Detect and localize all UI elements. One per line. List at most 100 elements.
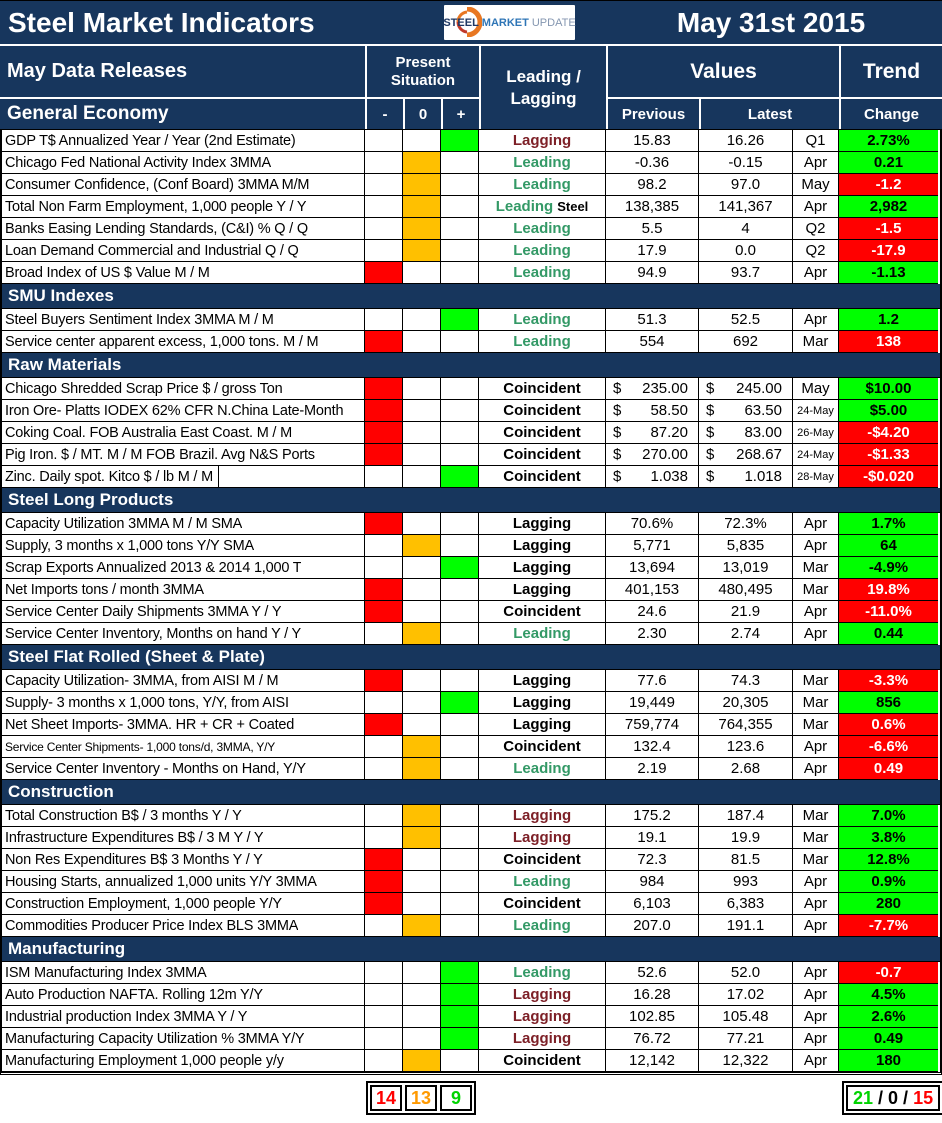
previous-value: 132.4 — [633, 738, 671, 755]
indicator-label: Service Center Shipments- 1,000 tons/d, … — [2, 736, 365, 758]
indicator-type-cell: Coincident — [479, 378, 606, 400]
latest-value: 1.018 — [744, 468, 782, 485]
latest-value: 72.3% — [724, 515, 767, 532]
latest-cell: 74.3 — [699, 670, 793, 692]
latest-cell: 93.7 — [699, 262, 793, 284]
table-row: Commodities Producer Price Index BLS 3MM… — [2, 915, 940, 937]
indicator-label-text: Total Construction B$ / 3 months Y / Y — [5, 807, 242, 824]
previous-cell: 6,103 — [606, 893, 699, 915]
header-values: Values — [608, 46, 841, 99]
period-cell: Mar — [793, 670, 839, 692]
table-row: Loan Demand Commercial and Industrial Q … — [2, 240, 940, 262]
indicator-label-text: GDP T$ Annualized Year / Year (2nd Estim… — [5, 132, 296, 149]
indicator-type: Lagging — [512, 986, 572, 1003]
latest-value: 5,835 — [726, 537, 765, 554]
indicator-type-cell: Leading Steel — [479, 196, 606, 218]
situation-zero-cell — [403, 849, 441, 871]
period-cell: 26-May — [793, 422, 839, 444]
situation-plus-cell — [441, 893, 479, 915]
change-cell: 138 — [839, 331, 938, 353]
previous-cell: 19.1 — [606, 827, 699, 849]
indicator-label-text: Chicago Shredded Scrap Price $ / gross T… — [5, 380, 283, 397]
previous-value: 51.3 — [637, 311, 667, 328]
situation-plus-cell — [441, 827, 479, 849]
situation-zero-cell — [403, 962, 441, 984]
situation-minus-cell — [365, 579, 403, 601]
period-cell: May — [793, 378, 839, 400]
latest-value: 63.50 — [744, 402, 782, 419]
indicator-label: Steel Buyers Sentiment Index 3MMA M / M — [2, 309, 365, 331]
situation-minus-cell — [365, 466, 403, 488]
latest-cell: 105.48 — [699, 1006, 793, 1028]
indicator-type-cell: Coincident — [479, 736, 606, 758]
situation-zero-cell — [403, 422, 441, 444]
table-row: Broad Index of US $ Value M / M Leading … — [2, 262, 940, 284]
indicator-type: Coincident — [503, 895, 581, 912]
header-minus: - — [367, 99, 405, 129]
situation-count: 9 — [440, 1085, 472, 1111]
latest-value: -0.15 — [728, 154, 763, 171]
latest-cell: 191.1 — [699, 915, 793, 937]
latest-cell: 4 — [699, 218, 793, 240]
situation-zero-cell — [403, 736, 441, 758]
label-divider — [306, 758, 364, 779]
change-cell: 3.8% — [839, 827, 938, 849]
header-present-situation: Present Situation — [367, 46, 481, 99]
indicator-type: Leading — [495, 198, 554, 215]
previous-cell: 132.4 — [606, 736, 699, 758]
indicator-label: Loan Demand Commercial and Industrial Q … — [2, 240, 365, 262]
indicator-type-cell: Leading — [479, 915, 606, 937]
logo-text-steel: STEEL — [443, 16, 479, 29]
indicator-type: Coincident — [503, 851, 581, 868]
change-cell: -17.9 — [839, 240, 938, 262]
period-cell: Apr — [793, 623, 839, 645]
currency-symbol: $ — [706, 402, 715, 419]
indicator-type-cell: Leading — [479, 152, 606, 174]
indicator-type: Coincident — [503, 424, 581, 441]
latest-cell: $ 63.50 — [699, 400, 793, 422]
indicator-label-text: Service Center Inventory, Months on hand… — [5, 625, 302, 642]
previous-cell: 51.3 — [606, 309, 699, 331]
latest-cell: 0.0 — [699, 240, 793, 262]
situation-minus-cell — [365, 1006, 403, 1028]
situation-minus-cell — [365, 670, 403, 692]
change-cell: 2.73% — [839, 130, 938, 152]
indicator-type: Leading — [513, 333, 571, 350]
latest-value: 97.0 — [730, 176, 761, 193]
period-cell: Apr — [793, 152, 839, 174]
latest-value: 4 — [741, 220, 750, 237]
latest-cell: 52.5 — [699, 309, 793, 331]
label-divider — [217, 466, 364, 487]
change-cell: 0.21 — [839, 152, 938, 174]
indicator-label-text: Housing Starts, annualized 1,000 units Y… — [5, 873, 317, 890]
latest-cell: 692 — [699, 331, 793, 353]
situation-zero-cell — [403, 240, 441, 262]
change-cell: 19.8% — [839, 579, 938, 601]
label-divider — [275, 736, 364, 757]
latest-cell: 81.5 — [699, 849, 793, 871]
indicator-label-text: Net Imports tons / month 3MMA — [5, 581, 204, 598]
situation-minus-cell — [365, 805, 403, 827]
indicator-label-text: Banks Easing Lending Standards, (C&I) % … — [5, 220, 308, 237]
latest-value: 12,322 — [722, 1052, 769, 1069]
latest-cell: 17.02 — [699, 984, 793, 1006]
table-row: Net Sheet Imports- 3MMA. HR + CR + Coate… — [2, 714, 940, 736]
indicator-type: Coincident — [503, 402, 581, 419]
previous-cell: 102.85 — [606, 1006, 699, 1028]
previous-value: 58.50 — [650, 402, 688, 419]
indicator-label-text: Broad Index of US $ Value M / M — [5, 264, 210, 281]
change-cell: -4.9% — [839, 557, 938, 579]
change-cell: 12.8% — [839, 849, 938, 871]
indicator-type: Coincident — [503, 468, 581, 485]
table-row: Capacity Utilization 3MMA M / M SMA Lagg… — [2, 513, 940, 535]
situation-plus-cell — [441, 130, 479, 152]
situation-zero-cell — [403, 196, 441, 218]
situation-zero-cell — [403, 218, 441, 240]
indicator-type-cell: Leading — [479, 174, 606, 196]
situation-minus-cell — [365, 309, 403, 331]
situation-zero-cell — [403, 1050, 441, 1072]
label-divider — [254, 535, 364, 556]
indicator-type: Lagging — [512, 1030, 572, 1047]
label-divider — [281, 601, 364, 622]
situation-minus-cell — [365, 871, 403, 893]
